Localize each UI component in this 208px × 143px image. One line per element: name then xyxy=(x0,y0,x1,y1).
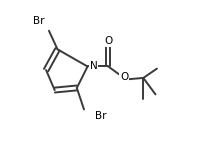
Text: O: O xyxy=(120,72,128,82)
Text: O: O xyxy=(104,36,112,46)
Text: Br: Br xyxy=(95,111,107,121)
Text: Br: Br xyxy=(33,16,45,26)
Text: N: N xyxy=(90,61,98,72)
